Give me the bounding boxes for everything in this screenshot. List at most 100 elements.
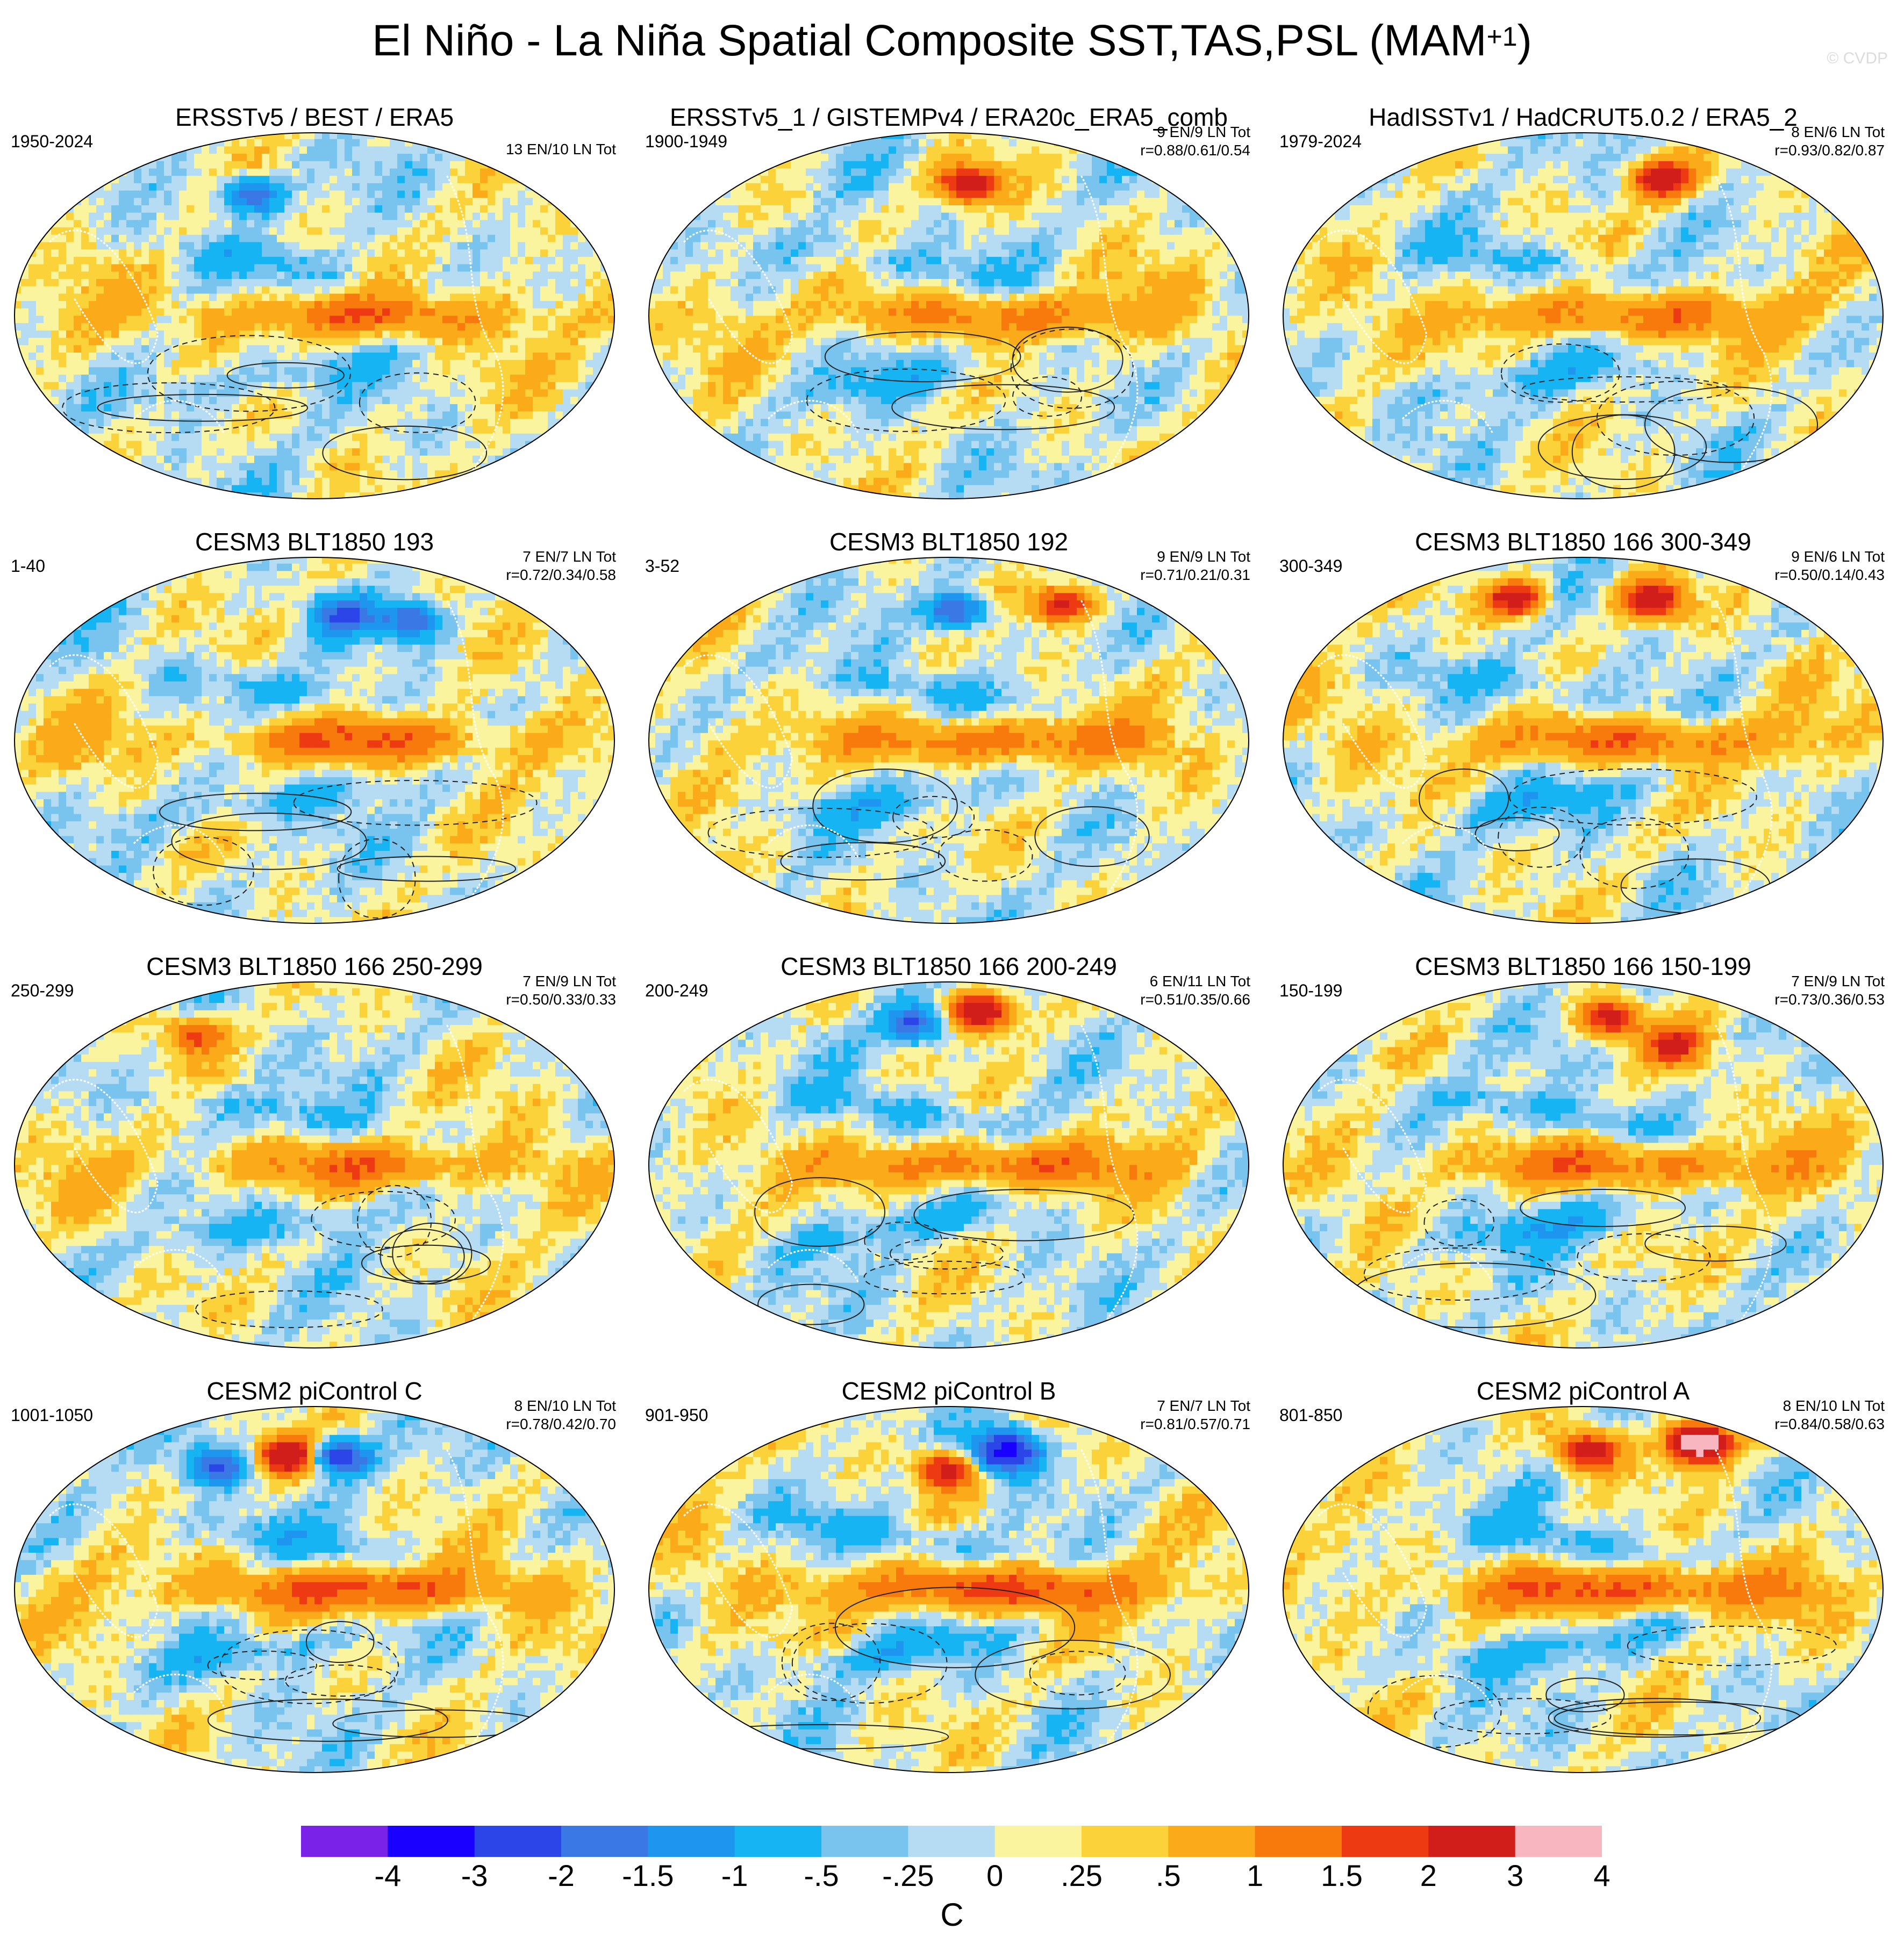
- psl-contour: [1012, 326, 1123, 393]
- psl-contour: [1010, 328, 1134, 409]
- coastline: [446, 1024, 504, 1331]
- map-panel: HadISSTv1 / HadCRUT5.0.2 / ERA5_2 1979-20…: [1274, 89, 1892, 513]
- panel-years: 3-52: [645, 555, 679, 577]
- coastline: [1401, 1674, 1494, 1708]
- map-panel: CESM3 BLT1850 166 250-299 250-299 7 EN/9 L…: [5, 938, 624, 1362]
- map-border: [1283, 1406, 1884, 1773]
- coastline: [1318, 654, 1428, 789]
- psl-contour: [285, 1665, 396, 1697]
- coastline: [767, 1249, 860, 1283]
- psl-contour: [171, 813, 367, 870]
- panel-pattern-correlation: r=0.78/0.42/0.70: [506, 1415, 616, 1433]
- panel-years: 250-299: [11, 980, 74, 1001]
- psl-contour: [806, 368, 1006, 432]
- figure-title: El Niño - La Niña Spatial Composite SST,…: [0, 14, 1904, 68]
- psl-contour: [1596, 381, 1755, 456]
- panel-title: CESM3 BLT1850 166 250-299: [5, 951, 624, 981]
- psl-contour: [824, 331, 1021, 383]
- psl-contour: [338, 838, 416, 919]
- psl-contour: [1034, 806, 1150, 867]
- panel-event-count: 7 EN/7 LN Tot: [522, 548, 616, 566]
- psl-contour: [305, 1621, 375, 1663]
- coastline: [1401, 824, 1494, 859]
- psl-contour: [1577, 1233, 1711, 1282]
- coastline: [1715, 1024, 1773, 1331]
- panel-pattern-correlation: r=0.73/0.36/0.53: [1774, 991, 1885, 1009]
- coastline: [1080, 1449, 1139, 1756]
- panel-years: 150-199: [1279, 980, 1342, 1001]
- colorbar-swatch: [1082, 1826, 1169, 1857]
- panel-pattern-correlation: r=0.51/0.35/0.66: [1140, 991, 1250, 1009]
- panel-years: 1001-1050: [11, 1404, 93, 1426]
- colorbar-swatch: [1255, 1826, 1342, 1857]
- psl-contour: [892, 795, 975, 838]
- coastline: [683, 229, 793, 364]
- colorbar: [301, 1826, 1602, 1857]
- map-area: [1282, 981, 1884, 1349]
- colorbar-tick-label: -2: [548, 1857, 575, 1895]
- panel-event-count: 9 EN/9 LN Tot: [1157, 548, 1250, 566]
- panel-pattern-correlation: r=0.93/0.82/0.87: [1774, 141, 1885, 160]
- map-border: [648, 981, 1249, 1348]
- psl-contour: [392, 1222, 473, 1285]
- map-area: [648, 132, 1250, 500]
- panel-years: 1979-2024: [1279, 131, 1362, 152]
- map-svg: [1283, 1406, 1884, 1773]
- psl-contour: [195, 1290, 383, 1328]
- psl-contour: [707, 807, 934, 858]
- map-panel: CESM3 BLT1850 166 300-349 300-349 9 EN/6 L…: [1274, 513, 1892, 938]
- psl-contour: [1434, 1698, 1612, 1734]
- map-panel: CESM3 BLT1850 166 150-199 150-199 7 EN/9 L…: [1274, 938, 1892, 1362]
- colorbar-swatch: [648, 1826, 735, 1857]
- map-border: [648, 557, 1249, 924]
- psl-contour: [834, 1587, 1076, 1668]
- coastline: [133, 1249, 225, 1283]
- psl-contour: [863, 1260, 1025, 1295]
- psl-contour: [1521, 376, 1730, 403]
- psl-contour: [754, 1177, 885, 1247]
- panel-pattern-correlation: r=0.84/0.58/0.63: [1774, 1415, 1885, 1433]
- psl-contour: [891, 384, 1115, 431]
- colorbar-swatch: [561, 1826, 648, 1857]
- psl-contour: [207, 1698, 448, 1742]
- colorbar-tick-label: 4: [1593, 1857, 1610, 1895]
- psl-contour: [1363, 1247, 1555, 1301]
- coastline: [133, 1674, 225, 1708]
- colorbar-swatch: [1168, 1826, 1256, 1857]
- map-svg: [1283, 132, 1884, 499]
- panel-years: 1900-1949: [645, 131, 727, 152]
- panel-event-count: 8 EN/6 LN Tot: [1791, 123, 1885, 141]
- map-svg: [648, 981, 1249, 1348]
- panel-title: CESM3 BLT1850 166 300-349: [1274, 527, 1892, 557]
- map-area: [648, 556, 1250, 924]
- map-svg: [648, 557, 1249, 924]
- colorbar-tick-label: 0: [986, 1857, 1003, 1895]
- coastline: [49, 654, 159, 789]
- coastline: [767, 824, 860, 859]
- colorbar-tick-label: -3: [461, 1857, 488, 1895]
- psl-contour: [1537, 414, 1707, 480]
- map-border: [1283, 557, 1884, 924]
- panel-title: ERSSTv5 / BEST / ERA5: [5, 102, 624, 132]
- map-border: [1283, 132, 1884, 499]
- colorbar-swatch: [1342, 1826, 1429, 1857]
- map-panel: CESM3 BLT1850 192 3-52 9 EN/9 LN Tot r=0.71…: [640, 513, 1258, 938]
- psl-contour: [781, 1623, 881, 1701]
- panel-pattern-correlation: r=0.71/0.21/0.31: [1140, 566, 1250, 584]
- map-svg: [14, 1406, 615, 1773]
- colorbar-swatch: [908, 1826, 996, 1857]
- panel-pattern-correlation: r=0.88/0.61/0.54: [1140, 141, 1250, 160]
- map-panel: CESM2 piControl A 801-850 8 EN/10 LN Tot r=…: [1274, 1362, 1892, 1787]
- psl-contour: [337, 856, 517, 882]
- coastline: [49, 229, 159, 364]
- psl-contour: [1571, 414, 1676, 490]
- coastline: [1318, 229, 1428, 364]
- panel-years: 300-349: [1279, 555, 1342, 577]
- map-svg: [1283, 981, 1884, 1348]
- coastline: [1401, 400, 1494, 434]
- panel-event-count: 9 EN/6 LN Tot: [1791, 548, 1885, 566]
- panel-event-count: 6 EN/11 LN Tot: [1150, 972, 1250, 991]
- map-border: [648, 132, 1249, 499]
- psl-contour: [1520, 1189, 1686, 1227]
- panel-title: CESM3 BLT1850 166 150-199: [1274, 951, 1892, 981]
